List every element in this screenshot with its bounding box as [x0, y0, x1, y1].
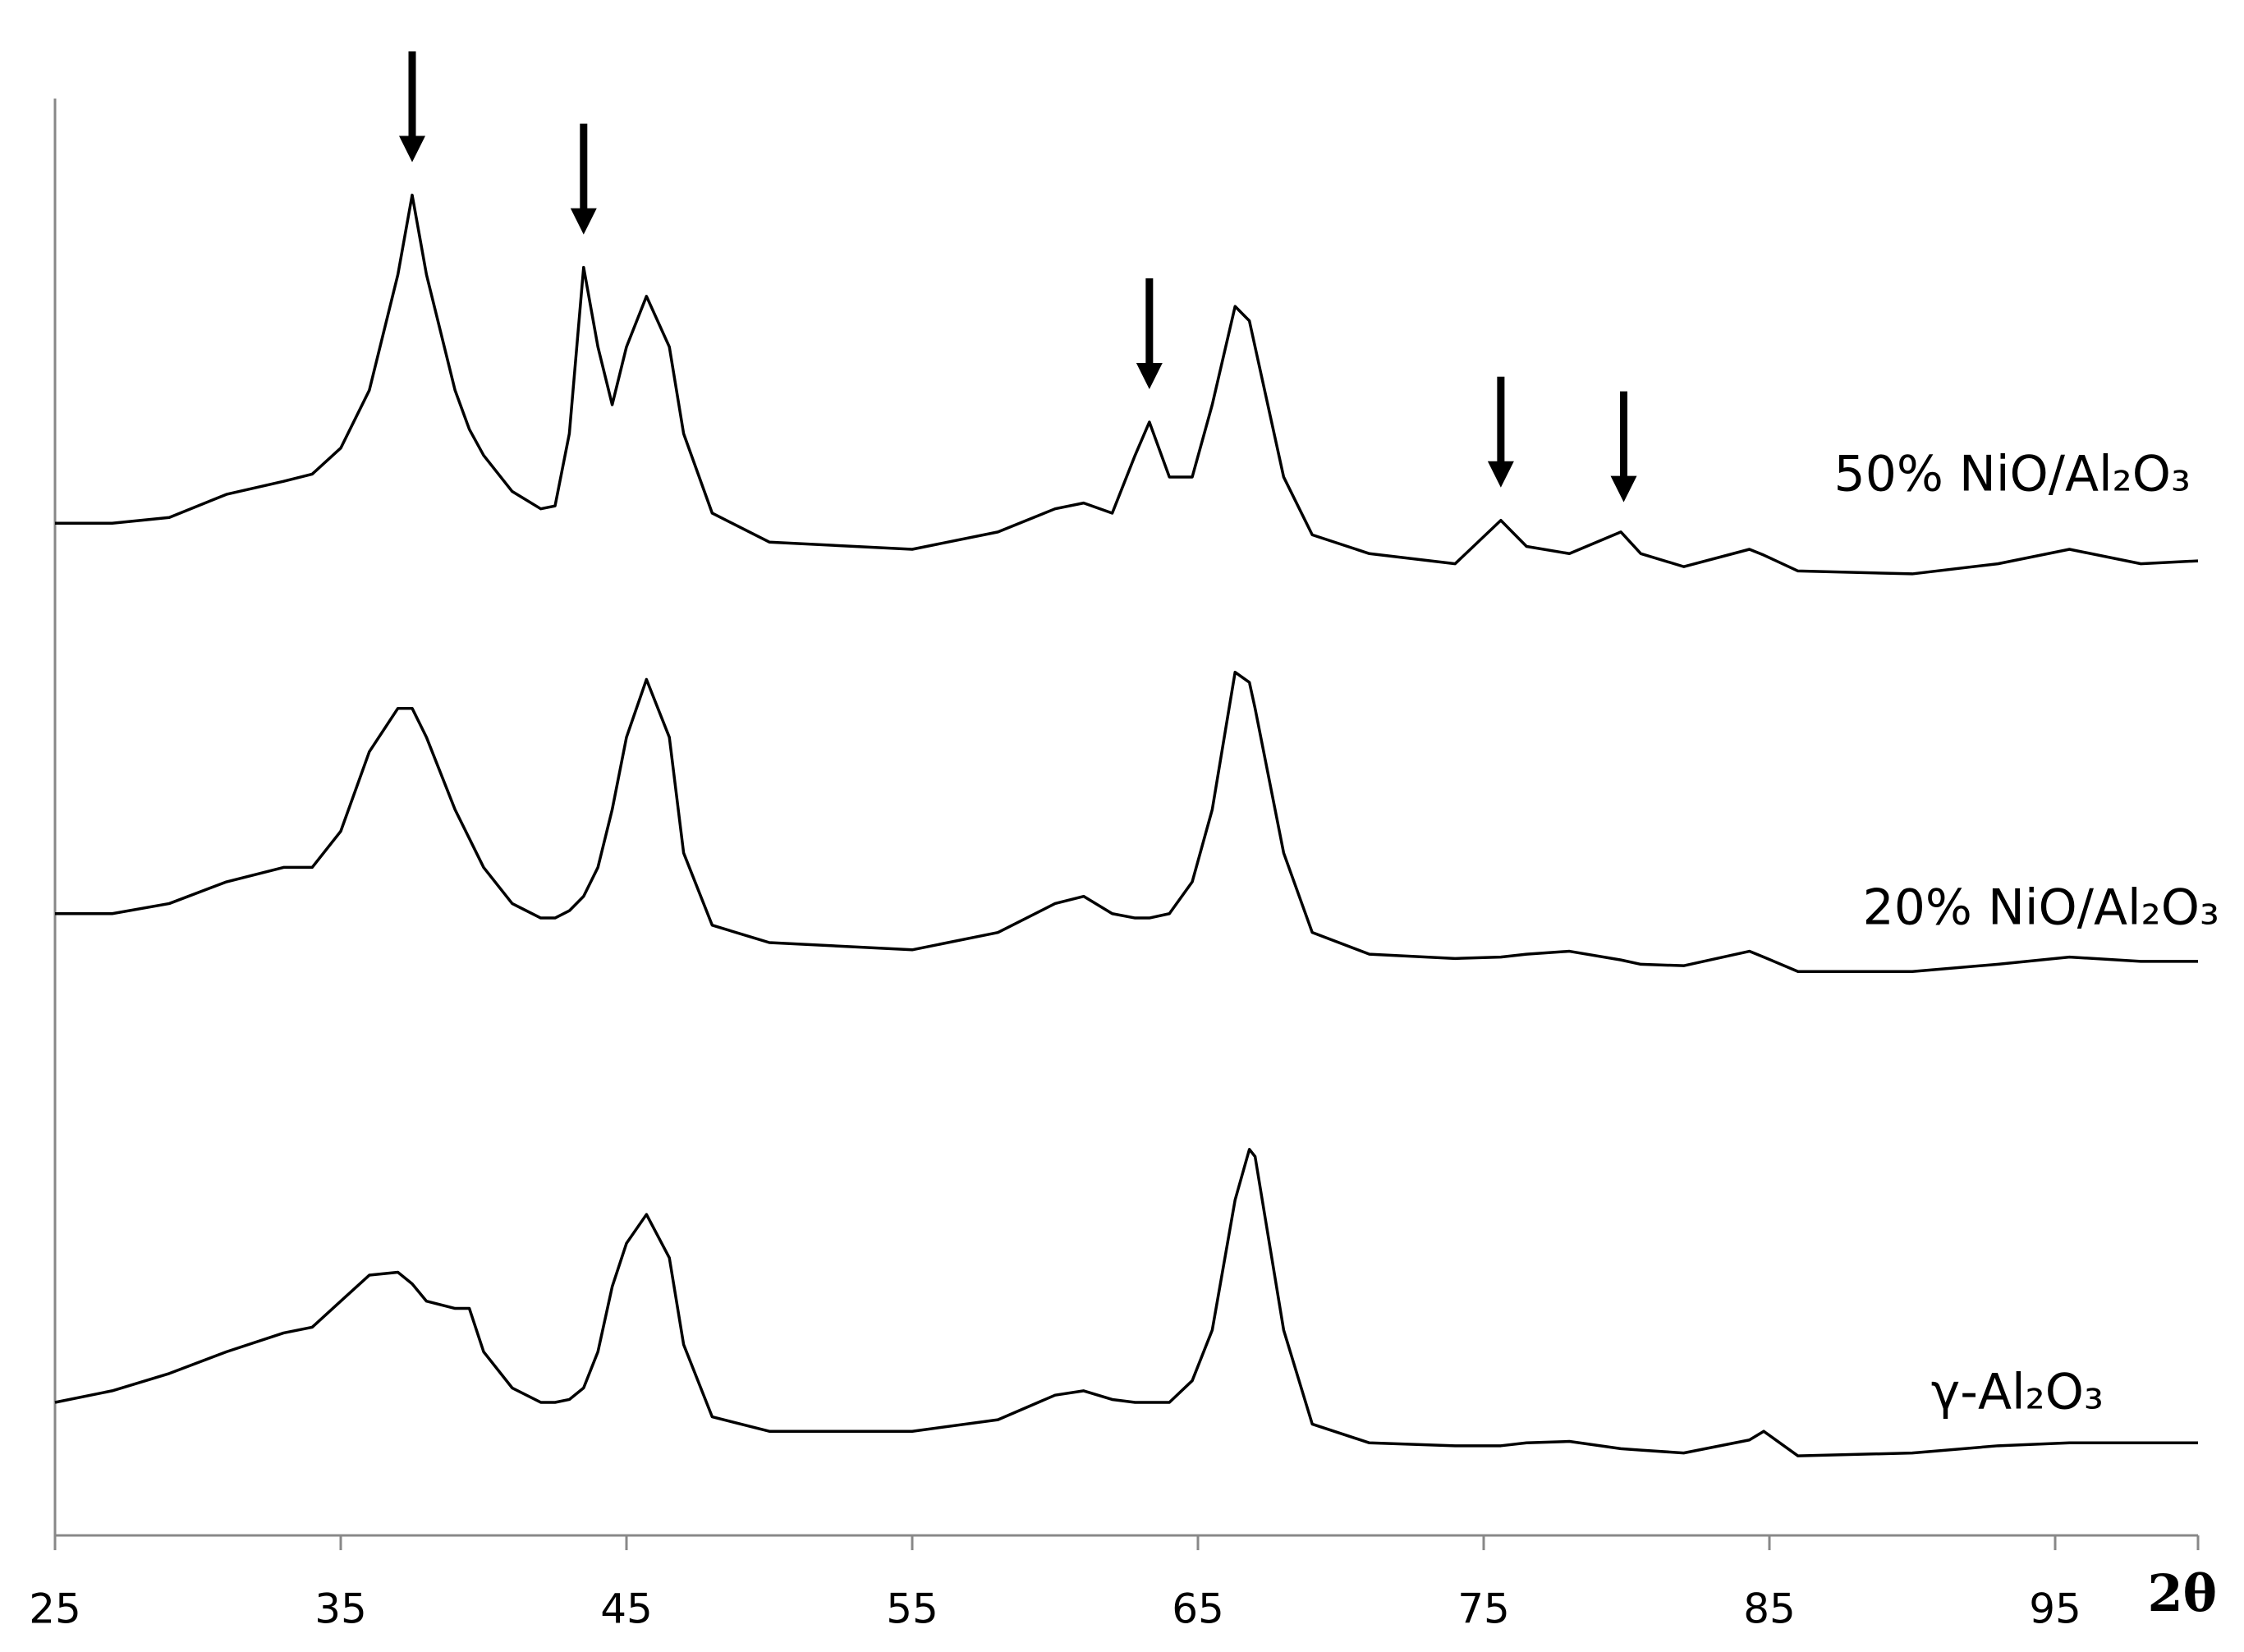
arrow-head: [1136, 363, 1163, 390]
xrd-pattern: [54, 1148, 2198, 1457]
x-tick-label: 65: [1172, 1585, 1224, 1633]
x-tick-label: 25: [29, 1585, 81, 1633]
series-label: 20% NiO/Al₂O₃: [1863, 879, 2219, 937]
x-tick-label: 55: [886, 1585, 938, 1633]
x-tick-label: 95: [2029, 1585, 2081, 1633]
x-tick-label: 45: [600, 1585, 653, 1633]
peak-arrow: [1487, 376, 1514, 488]
x-axis-title: 2θ: [2148, 1563, 2218, 1623]
arrow-head: [570, 208, 597, 235]
x-tick-label: 35: [314, 1585, 367, 1633]
peak-arrow: [399, 51, 425, 163]
series-label: 50% NiO/Al₂O₃: [1834, 446, 2191, 503]
peak-arrow: [570, 123, 597, 235]
arrow-head: [1487, 461, 1514, 488]
series-label: γ-Al₂O₃: [1931, 1364, 2104, 1421]
arrow-head: [1610, 475, 1637, 502]
peak-arrow: [1136, 278, 1163, 390]
xrd-pattern: [55, 193, 2199, 576]
x-tick-label: 85: [1743, 1585, 1796, 1633]
peak-arrow: [1610, 391, 1637, 502]
x-tick-label: 75: [1457, 1585, 1510, 1633]
xrd-pattern: [55, 670, 2198, 973]
arrow-head: [399, 135, 425, 163]
